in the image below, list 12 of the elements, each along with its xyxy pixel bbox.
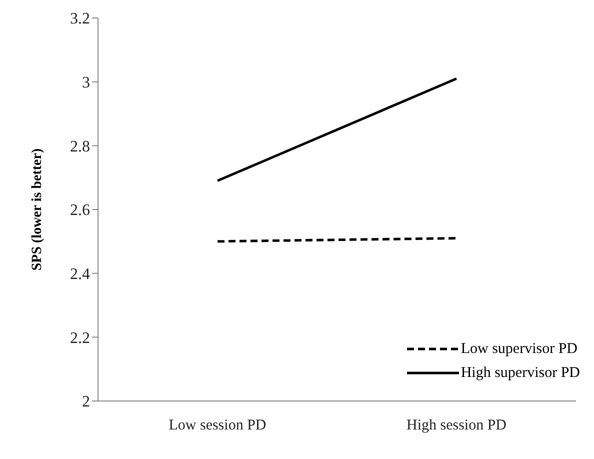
y-tick-label: 2.2 [70, 330, 90, 347]
legend-label: Low supervisor PD [460, 340, 578, 358]
y-tick-label: 2.6 [70, 202, 90, 220]
y-axis-title: SPS (lower is better) [30, 148, 45, 271]
y-tick-label: 2 [82, 394, 90, 411]
y-tick-label: 3.2 [70, 10, 90, 28]
y-tick-label: 3 [82, 74, 90, 92]
y-tick-label: 2.4 [70, 266, 90, 284]
x-tick-label: Low session PD [168, 418, 266, 434]
y-tick-label: 2.8 [70, 138, 90, 156]
legend-label: High supervisor PD [460, 364, 580, 382]
x-tick-label: High session PD [406, 418, 507, 434]
